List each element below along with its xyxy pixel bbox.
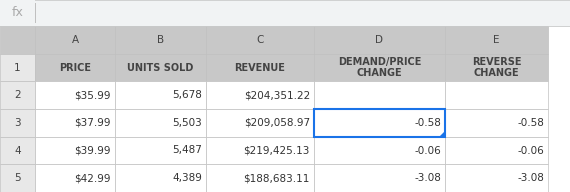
Text: -0.58: -0.58: [517, 118, 544, 128]
Bar: [314, 81, 445, 109]
Bar: [206, 164, 314, 192]
Bar: [314, 109, 445, 137]
Bar: [115, 26, 206, 54]
Bar: [314, 137, 445, 164]
Text: -0.06: -0.06: [414, 146, 441, 156]
Text: C: C: [256, 35, 264, 45]
Text: B: B: [157, 35, 164, 45]
Text: B3: B3: [148, 7, 164, 20]
Bar: [314, 109, 445, 137]
Text: $37.99: $37.99: [75, 118, 111, 128]
Bar: [35, 81, 115, 109]
Bar: [445, 81, 548, 109]
Text: ,: ,: [143, 7, 146, 20]
Text: -: -: [188, 7, 193, 20]
Text: A: A: [71, 35, 79, 45]
Bar: [314, 26, 445, 54]
Text: 3: 3: [14, 118, 21, 128]
Text: 5,503: 5,503: [172, 118, 202, 128]
Text: -: -: [68, 7, 72, 20]
Bar: [445, 26, 548, 54]
Bar: [206, 109, 314, 137]
Text: -3.08: -3.08: [517, 173, 544, 183]
Text: A3: A3: [178, 7, 193, 20]
Text: 5: 5: [14, 173, 21, 183]
Text: ,: ,: [263, 7, 267, 20]
Bar: [206, 81, 314, 109]
Text: $219,425.13: $219,425.13: [243, 146, 310, 156]
Bar: [445, 54, 548, 81]
Text: REVENUE: REVENUE: [235, 63, 286, 73]
Bar: [314, 164, 445, 192]
Text: $188,683.11: $188,683.11: [243, 173, 310, 183]
Bar: [35, 137, 115, 164]
Text: B2: B2: [133, 7, 149, 20]
Bar: [115, 109, 206, 137]
Bar: [115, 81, 206, 109]
Text: REVERSE
CHANGE: REVERSE CHANGE: [472, 57, 521, 78]
Text: D: D: [376, 35, 384, 45]
Bar: [206, 137, 314, 164]
Bar: [0, 54, 35, 81]
Bar: [0, 137, 35, 164]
Text: =((: =((: [43, 7, 62, 20]
Text: A3: A3: [268, 7, 283, 20]
Text: DEMAND/PRICE
CHANGE: DEMAND/PRICE CHANGE: [338, 57, 421, 78]
Bar: [115, 137, 206, 164]
Bar: [445, 164, 548, 192]
Text: 5,487: 5,487: [172, 146, 202, 156]
Bar: [35, 109, 115, 137]
Text: $35.99: $35.99: [75, 90, 111, 100]
Text: $204,351.22: $204,351.22: [244, 90, 310, 100]
Text: $42.99: $42.99: [75, 173, 111, 183]
Bar: [0, 81, 35, 109]
Text: 4: 4: [14, 146, 21, 156]
Text: E: E: [493, 35, 500, 45]
Bar: [115, 54, 206, 81]
Text: -3.08: -3.08: [414, 173, 441, 183]
Text: -0.58: -0.58: [414, 118, 441, 128]
Text: PRICE: PRICE: [59, 63, 91, 73]
Bar: [445, 109, 548, 137]
Bar: [0, 109, 35, 137]
Bar: [206, 26, 314, 54]
Text: fx: fx: [11, 7, 23, 20]
Text: 5,678: 5,678: [172, 90, 202, 100]
Bar: [35, 54, 115, 81]
Polygon shape: [439, 131, 445, 137]
Bar: [35, 26, 115, 54]
Bar: [206, 54, 314, 81]
Bar: [0, 26, 35, 54]
Bar: [0, 164, 35, 192]
Text: $209,058.97: $209,058.97: [244, 118, 310, 128]
Text: 4,389: 4,389: [172, 173, 202, 183]
Bar: [115, 164, 206, 192]
Text: B2: B2: [73, 7, 88, 20]
Text: )/AVERAGE(: )/AVERAGE(: [203, 7, 271, 20]
Bar: [314, 54, 445, 81]
Text: 2: 2: [14, 90, 21, 100]
Text: A2: A2: [193, 7, 209, 20]
Text: ))): ))): [278, 7, 292, 20]
Text: UNITS SOLD: UNITS SOLD: [127, 63, 194, 73]
Bar: [445, 137, 548, 164]
Text: )/((: )/((: [158, 7, 176, 20]
Text: 1: 1: [14, 63, 21, 73]
Bar: [35, 164, 115, 192]
Text: B3: B3: [58, 7, 74, 20]
Text: A2: A2: [253, 7, 268, 20]
Text: $39.99: $39.99: [75, 146, 111, 156]
Text: -0.06: -0.06: [517, 146, 544, 156]
Text: )/AVERAGE(: )/AVERAGE(: [83, 7, 150, 20]
